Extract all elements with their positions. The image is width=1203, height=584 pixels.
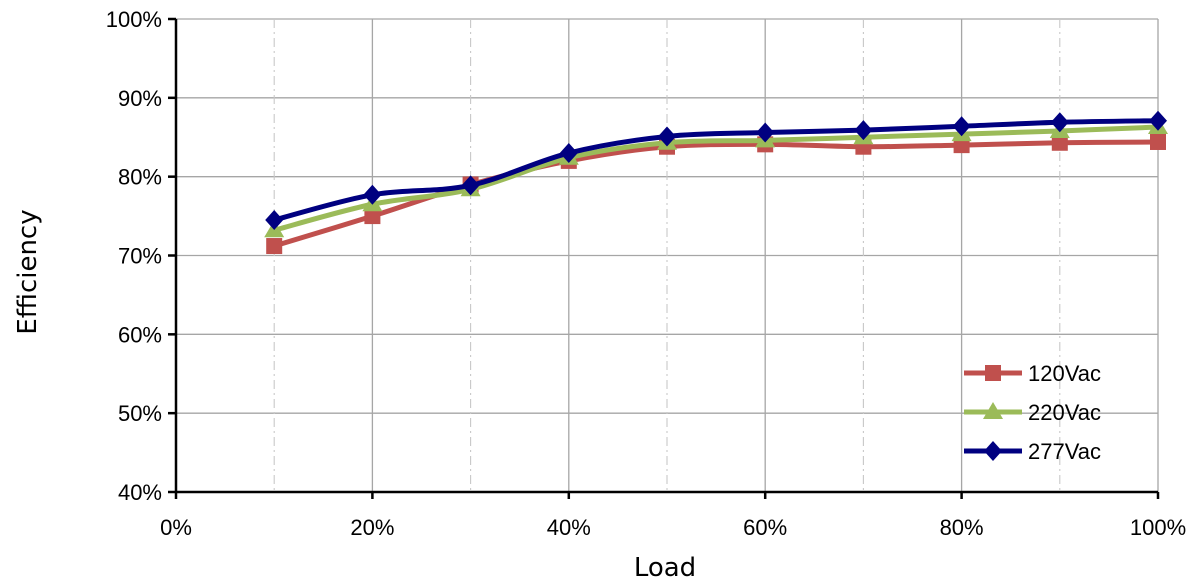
- y-tick-label: 40%: [118, 480, 162, 505]
- legend-label: 277Vac: [1028, 439, 1101, 464]
- data-point: [953, 137, 970, 154]
- y-tick-label: 70%: [118, 244, 162, 269]
- x-tick-label: 20%: [350, 515, 394, 540]
- data-point: [363, 184, 382, 205]
- series-line: [271, 139, 1161, 249]
- x-tick-label: 80%: [940, 515, 984, 540]
- data-point: [756, 122, 775, 143]
- legend-label: 120Vac: [1028, 361, 1101, 386]
- data-point: [658, 126, 676, 147]
- legend-marker: [985, 365, 1001, 381]
- x-tick-label: 60%: [743, 515, 787, 540]
- data-point: [266, 238, 283, 255]
- x-tick-label: 100%: [1130, 515, 1186, 540]
- legend-marker: [984, 441, 1002, 461]
- y-tick-label: 50%: [118, 401, 162, 426]
- legend-item: 277Vac: [964, 439, 1101, 464]
- y-axis-title: Efficiency: [13, 209, 43, 334]
- grid-lines: [176, 18, 1159, 492]
- legend-item: 220Vac: [964, 400, 1101, 425]
- legend: 120Vac 220Vac 277Vac: [964, 361, 1101, 464]
- data-point: [461, 175, 480, 196]
- x-axis-title: Load: [634, 553, 696, 583]
- x-tick-label: 40%: [547, 515, 591, 540]
- data-point: [1149, 110, 1167, 131]
- data-point: [952, 116, 971, 137]
- data-point: [1050, 112, 1069, 133]
- series-lines: [264, 110, 1168, 255]
- y-tick-label: 90%: [118, 86, 162, 111]
- legend-item: 120Vac: [964, 361, 1101, 386]
- data-point: [1150, 133, 1166, 150]
- legend-marker: [983, 402, 1003, 419]
- tick-labels: 40% 50% 60% 70% 80% 90% 100% 0% 20% 40% 60% 80% 100%: [106, 7, 1186, 540]
- x-tick-label: 0%: [160, 515, 192, 540]
- data-point: [265, 210, 284, 231]
- axes: [168, 17, 1160, 499]
- data-point: [364, 208, 381, 225]
- data-point: [854, 120, 873, 141]
- y-tick-label: 80%: [118, 165, 162, 190]
- legend-label: 220Vac: [1028, 400, 1101, 425]
- y-tick-label: 100%: [106, 7, 162, 32]
- series-line: [271, 124, 1161, 233]
- data-point: [559, 143, 578, 164]
- series-277vac: [265, 110, 1167, 231]
- series-line: [271, 118, 1161, 223]
- series-220vac: [264, 117, 1168, 238]
- y-tick-label: 60%: [118, 322, 162, 347]
- data-point: [1051, 134, 1068, 151]
